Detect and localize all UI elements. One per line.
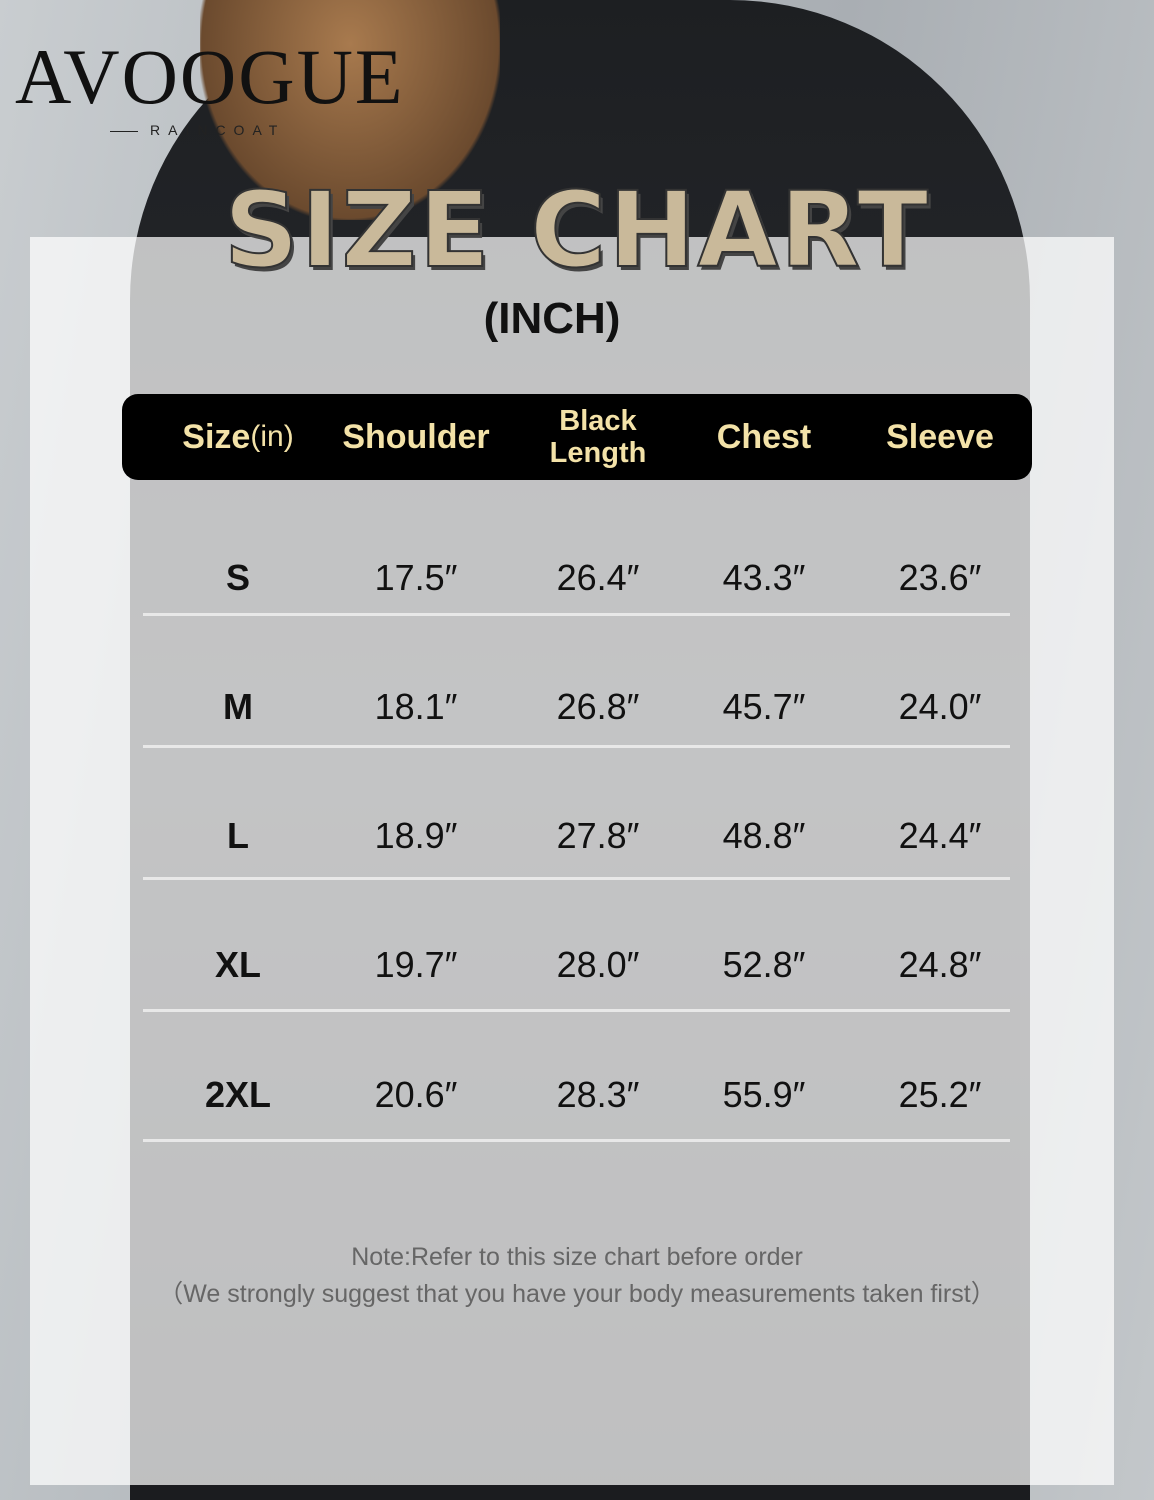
measurement-cell: 20.6″: [374, 1074, 458, 1115]
column-header-label: Chest: [716, 418, 812, 456]
size-cell: S: [225, 557, 251, 598]
row-divider: [143, 745, 1010, 748]
size-cell: XL: [214, 944, 262, 985]
measurement-cell: 48.8″: [722, 815, 806, 856]
size-cell: 2XL: [204, 1074, 272, 1115]
measurement-cell: 45.7″: [722, 686, 806, 727]
background-photo-hair: [200, 0, 500, 220]
column-header: Black Length: [543, 394, 653, 480]
unit-label: (INCH): [483, 294, 621, 343]
row-divider: [143, 1139, 1010, 1142]
column-header-label: Size: [182, 418, 251, 456]
measurement-cell: 18.9″: [374, 815, 458, 856]
note-line-1: Note:Refer to this size chart before ord…: [351, 1243, 803, 1271]
size-cell: M: [223, 686, 253, 727]
measurement-cell: 24.4″: [898, 815, 982, 856]
measurement-cell: 27.8″: [556, 815, 640, 856]
column-header-label: Black Length: [549, 405, 647, 469]
column-header: Chest: [717, 394, 811, 480]
row-divider: [143, 877, 1010, 880]
measurement-cell: 28.0″: [556, 944, 640, 985]
measurement-cell: 43.3″: [722, 557, 806, 598]
measurement-cell: 52.8″: [722, 944, 806, 985]
table-header: [122, 394, 1032, 480]
measurement-cell: 24.0″: [898, 686, 982, 727]
row-divider: [143, 1009, 1010, 1012]
column-header-label: Sleeve: [886, 418, 994, 456]
column-header: Shoulder: [342, 394, 489, 480]
table-row: L 18.9″ 27.8″ 48.8″ 24.4″: [0, 814, 1154, 874]
measurement-cell: 28.3″: [556, 1074, 640, 1115]
column-header-suffix: (in): [250, 420, 294, 453]
measurement-cell: 23.6″: [898, 557, 982, 598]
measurement-cell: 18.1″: [374, 686, 458, 727]
table-row: M 18.1″ 26.8″ 45.7″ 24.0″: [0, 685, 1154, 745]
measurement-cell: 26.4″: [556, 557, 640, 598]
size-cell: L: [227, 815, 249, 856]
measurement-cell: 24.8″: [898, 944, 982, 985]
table-row: XL 19.7″ 28.0″ 52.8″ 24.8″: [0, 943, 1154, 1003]
table-row: 2XL 20.6″ 28.3″ 55.9″ 25.2″: [0, 1073, 1154, 1133]
column-header-label: Shoulder: [342, 418, 490, 456]
page-title: SIZE CHART: [223, 169, 931, 291]
measurement-cell: 26.8″: [556, 686, 640, 727]
row-divider: [143, 613, 1010, 616]
measurement-cell: 17.5″: [374, 557, 458, 598]
brand-subtitle: RAINCOAT: [110, 122, 285, 138]
measurement-cell: 55.9″: [722, 1074, 806, 1115]
brand-logo: AVOOGUE: [15, 33, 405, 120]
column-header: Sleeve: [886, 394, 994, 480]
table-row: S 17.5″ 26.4″ 43.3″ 23.6″: [0, 556, 1154, 616]
note-line-2: （We strongly suggest that you have your …: [158, 1280, 996, 1308]
column-header: Size (in): [182, 394, 293, 480]
measurement-cell: 25.2″: [898, 1074, 982, 1115]
measurement-cell: 19.7″: [374, 944, 458, 985]
